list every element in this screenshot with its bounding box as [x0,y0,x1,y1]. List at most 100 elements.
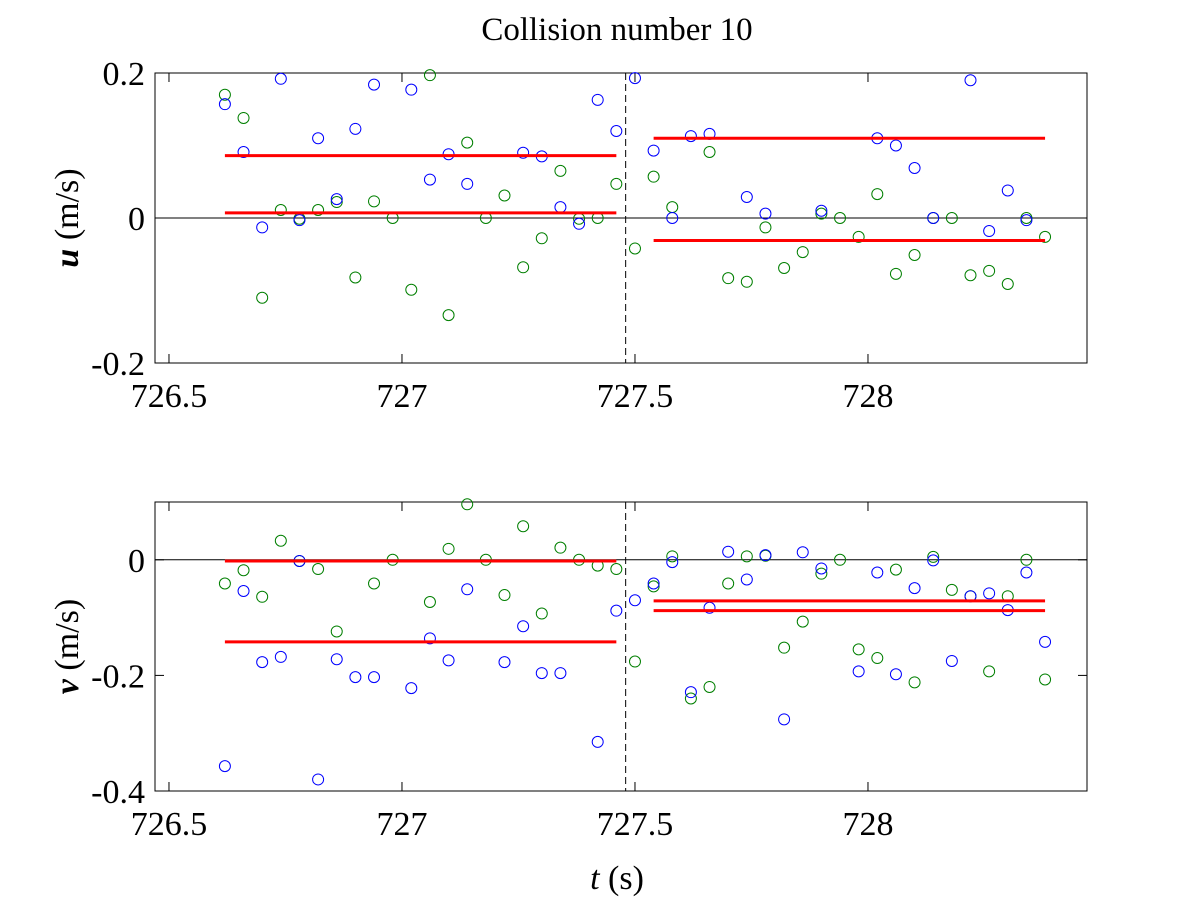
v-green-point [815,567,828,580]
v-blue-point [517,620,530,633]
v-green-point [796,615,809,628]
u-green-point [610,177,623,190]
u-green-point [815,207,828,220]
u-blue-point [908,161,921,174]
u-green-point [852,230,865,243]
u-blue-point [927,212,940,224]
u-blue-point [405,83,418,96]
v-blue-point [554,667,567,680]
u-blue-point [759,207,772,220]
v-blue-point [442,654,455,667]
u-x-tick-label: 726.5 [131,378,208,415]
v-blue-point [983,587,996,600]
x-axis-label-unit: (s) [600,860,644,897]
v-green-point [312,563,325,576]
u-blue-point [964,74,977,87]
u-green-point [330,196,343,209]
u-green-point [983,264,996,277]
u-blue-point [983,225,996,238]
v-y-axis-label-var: v [49,678,86,694]
u-green-point [740,275,753,288]
v-green-point [256,590,269,603]
u-green-point [908,248,921,261]
u-green-point [778,262,791,275]
v-blue-point [368,671,381,684]
v-blue-point [274,650,287,663]
u-green-point [256,291,269,304]
v-y-tick-label: -0.4 [91,774,145,811]
v-green-point [908,676,921,689]
u-green-point [871,188,884,201]
x-axis-label-var: t [590,860,601,897]
u-x-tick-label: 727.5 [597,378,674,415]
v-blue-point [927,554,940,567]
u-green-point [722,272,735,285]
v-green-point [368,577,381,590]
u-blue-point [647,144,660,157]
v-blue-point [722,545,735,558]
v-x-tick-label: 726.5 [131,806,208,843]
u-green-point [423,69,436,82]
v-blue-point [852,665,865,678]
u-green-point [274,204,287,217]
u-y-axis-label-unit: (m/s) [49,168,86,248]
v-green-point [852,643,865,656]
u-green-point [759,221,772,234]
u-green-point [945,212,958,224]
v-x-tick-label: 727 [376,806,427,843]
u-green-point [647,170,660,183]
u-blue-point [368,78,381,91]
v-green-point [740,550,753,563]
v-y-tick-label: 0 [128,543,145,580]
v-green-point [610,563,623,576]
v-blue-point [1039,635,1052,648]
u-blue-point [461,177,474,190]
v-green-point [703,680,716,693]
v-green-point [498,589,511,602]
u-x-tick-label: 728 [842,378,893,415]
u-y-tick-label: -0.2 [91,346,145,383]
v-blue-point [796,546,809,559]
u-x-tick-label: 727 [376,378,427,415]
v-blue-point [330,653,343,666]
v-green-point [871,652,884,665]
v-green-point [647,580,660,593]
v-velocity-panel: 726.5 727 727.5 728 -0.4 -0.2 0 v (m/s) [49,498,1088,843]
v-green-point [237,564,250,577]
u-blue-point [330,193,343,206]
v-blue-point [628,594,641,607]
u-green-point [889,267,902,280]
v-x-tick-label: 727.5 [597,806,674,843]
v-green-point [722,577,735,590]
v-x-tick-label: 728 [842,806,893,843]
v-blue-point [312,773,325,786]
u-green-point [796,246,809,259]
v-green-point [442,542,455,555]
u-green-point [461,136,474,149]
u-green-point [703,146,716,159]
u-blue-point [591,93,604,106]
u-y-axis-label-var: u [49,249,86,268]
v-axes-frame [154,501,1088,792]
u-blue-point [218,98,231,111]
v-y-axis-label-unit: (m/s) [49,599,86,679]
v-green-point [1039,673,1052,686]
v-green-point [628,655,641,668]
u-green-point [517,261,530,274]
u-blue-point [274,72,287,85]
v-blue-point [778,713,791,726]
v-blue-point [591,735,604,748]
u-green-point [349,271,362,284]
v-green-point [517,520,530,533]
u-blue-point [815,204,828,217]
v-blue-point [759,549,772,562]
v-blue-point [908,582,921,595]
u-blue-point [349,122,362,135]
u-green-point [535,232,548,245]
v-blue-point [498,656,511,669]
u-blue-point [666,212,679,224]
v-green-point [983,665,996,678]
u-blue-point [312,132,325,145]
v-blue-point [815,562,828,575]
